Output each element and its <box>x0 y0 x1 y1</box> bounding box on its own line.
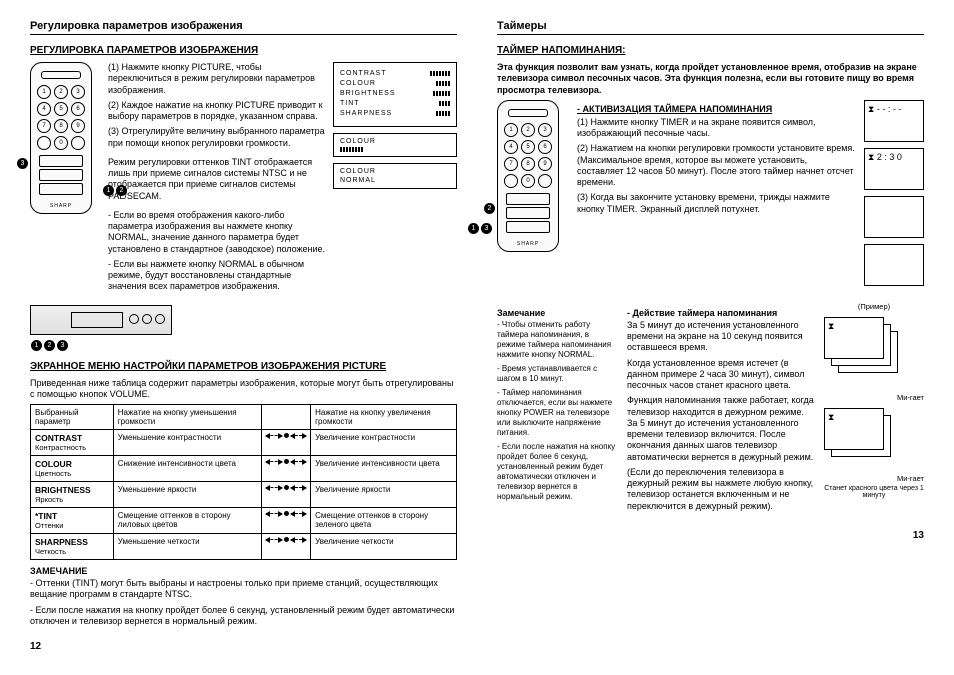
page-number-right: 13 <box>497 530 924 541</box>
section-title-timer: ТАЙМЕР НАПОМИНАНИЯ: <box>497 45 924 56</box>
table-row: COLOURЦветностьСнижение интенсивности цв… <box>31 456 457 482</box>
timer-display-4 <box>864 244 924 286</box>
th-down: Нажатие на кнопку уменьшения громкости <box>113 405 261 430</box>
note-1: - Оттенки (TINT) могут быть выбраны и на… <box>30 578 457 601</box>
action-1: За 5 минут до истечения установленного в… <box>627 320 814 354</box>
parameter-table: Выбранный параметр Нажатие на кнопку уме… <box>30 404 457 560</box>
blink-2: Ми-гает <box>824 474 924 483</box>
callout-3: 3 <box>17 158 28 169</box>
table-row: SHARPNESSЧеткостьУменьшение четкостиУвел… <box>31 534 457 560</box>
timer-note-title: Замечание <box>497 308 617 318</box>
th-up: Нажатие на кнопку увеличения громкости <box>311 405 457 430</box>
osd-column: CONTRAST COLOUR BRIGHTNESS TINT SHARPNES… <box>333 62 457 195</box>
step-1: (1) Нажмите кнопку PICTURE, чтобы перекл… <box>108 62 327 96</box>
example-label: (Пример) <box>824 302 924 311</box>
timer-display-2: ⧗ 2 : 3 0 <box>864 148 924 190</box>
note-2: - Если после нажатия на кнопку пройдет б… <box>30 605 457 628</box>
table-row: CONTRASTКонтрастностьУменьшение контраст… <box>31 430 457 456</box>
osd-colour-normal: COLOUR NORMAL <box>333 163 457 189</box>
normal-note-2: - Если вы нажмете кнопку NORMAL в обычно… <box>108 259 327 293</box>
example-stack-1: ⧗ <box>824 317 904 387</box>
action-2: Когда установленное время истечет (в дан… <box>627 358 814 392</box>
remote-illustration: 123 456 789 0 SHARP <box>30 62 92 214</box>
osd-colour-1: COLOUR <box>333 133 457 157</box>
timer-display-3 <box>864 196 924 238</box>
remote-illustration-2: 123 456 789 0 SHARP <box>497 100 559 252</box>
page-left: Регулировка параметров изображения РЕГУЛ… <box>30 20 457 652</box>
osd-main: CONTRAST COLOUR BRIGHTNESS TINT SHARPNES… <box>333 62 457 127</box>
timer-intro: Эта функция позволит вам узнать, когда п… <box>497 62 924 96</box>
note-title: ЗАМЕЧАНИЕ <box>30 566 457 576</box>
normal-note-1: - Если во время отображения какого-либо … <box>108 210 327 255</box>
picture-top-row: 123 456 789 0 SHARP 3 12 (1) Нажмит <box>30 62 457 297</box>
timer-step-3: (3) Когда вы закончите установку времени… <box>577 192 856 215</box>
menu-title: ЭКРАННОЕ МЕНЮ НАСТРОЙКИ ПАРАМЕТРОВ ИЗОБР… <box>30 361 457 372</box>
timer-step-1: (1) Нажмите кнопку TIMER и на экране поя… <box>577 117 856 140</box>
callout-1: 1 <box>103 185 114 196</box>
callout-2: 2 <box>116 185 127 196</box>
th-param: Выбранный параметр <box>31 405 114 430</box>
running-head-left: Регулировка параметров изображения <box>30 20 457 35</box>
table-row: *TINTОттенкиСмещение оттенков в сторону … <box>31 508 457 534</box>
picture-steps: (1) Нажмите кнопку PICTURE, чтобы перекл… <box>102 62 333 297</box>
menu-intro: Приведенная ниже таблица содержит параме… <box>30 378 457 401</box>
step-2: (2) Каждое нажатие на кнопку PICTURE при… <box>108 100 327 123</box>
timer-display-1: ⧗ - - : - - <box>864 100 924 142</box>
timer-note-3: - Таймер напоминания отключается, если в… <box>497 388 617 438</box>
example-stack-2: ⧗ <box>824 408 904 468</box>
timer-top-row: 123 456 789 0 SHARP 2 13 - АКТИВИЗАЦИЯ Т… <box>497 100 924 292</box>
action-title: - Действие таймера напоминания <box>627 308 814 318</box>
timer-osd-column: ⧗ - - : - - ⧗ 2 : 3 0 <box>864 100 924 292</box>
activation-title: - АКТИВИЗАЦИЯ ТАЙМЕРА НАПОМИНАНИЯ <box>577 104 856 114</box>
timer-note-4: - Если после нажатия на кнопку пройдет б… <box>497 442 617 502</box>
timer-note-1: - Чтобы отменить работу таймера напомина… <box>497 320 617 360</box>
page-number-left: 12 <box>30 641 457 652</box>
timer-steps: - АКТИВИЗАЦИЯ ТАЙМЕРА НАПОМИНАНИЯ (1) На… <box>569 100 864 219</box>
blink-1: Ми-гает <box>824 393 924 402</box>
red-caption: Станет красного цвета через 1 минуту <box>824 485 924 500</box>
timer-lower-columns: Замечание - Чтобы отменить работу таймер… <box>497 302 924 516</box>
timer-note-2: - Время устанавливается с шагом в 10 мин… <box>497 364 617 384</box>
running-head-right: Таймеры <box>497 20 924 35</box>
page-right: Таймеры ТАЙМЕР НАПОМИНАНИЯ: Эта функция … <box>497 20 924 652</box>
table-row: BRIGHTNESSЯркостьУменьшение яркостиУвели… <box>31 482 457 508</box>
timer-step-2: (2) Нажатием на кнопки регулировки громк… <box>577 143 856 188</box>
action-4: (Если до переключения телевизора в дежур… <box>627 467 814 512</box>
tint-note: Режим регулировки оттенков TINT отобража… <box>108 157 327 202</box>
section-title-picture: РЕГУЛИРОВКА ПАРАМЕТРОВ ИЗОБРАЖЕНИЯ <box>30 45 457 56</box>
step-3: (3) Отрегулируйте величину выбранного па… <box>108 126 327 149</box>
page-spread: Регулировка параметров изображения РЕГУЛ… <box>30 20 924 652</box>
action-3: Функция напоминания также работает, когд… <box>627 395 814 463</box>
tv-front-panel <box>30 305 172 335</box>
